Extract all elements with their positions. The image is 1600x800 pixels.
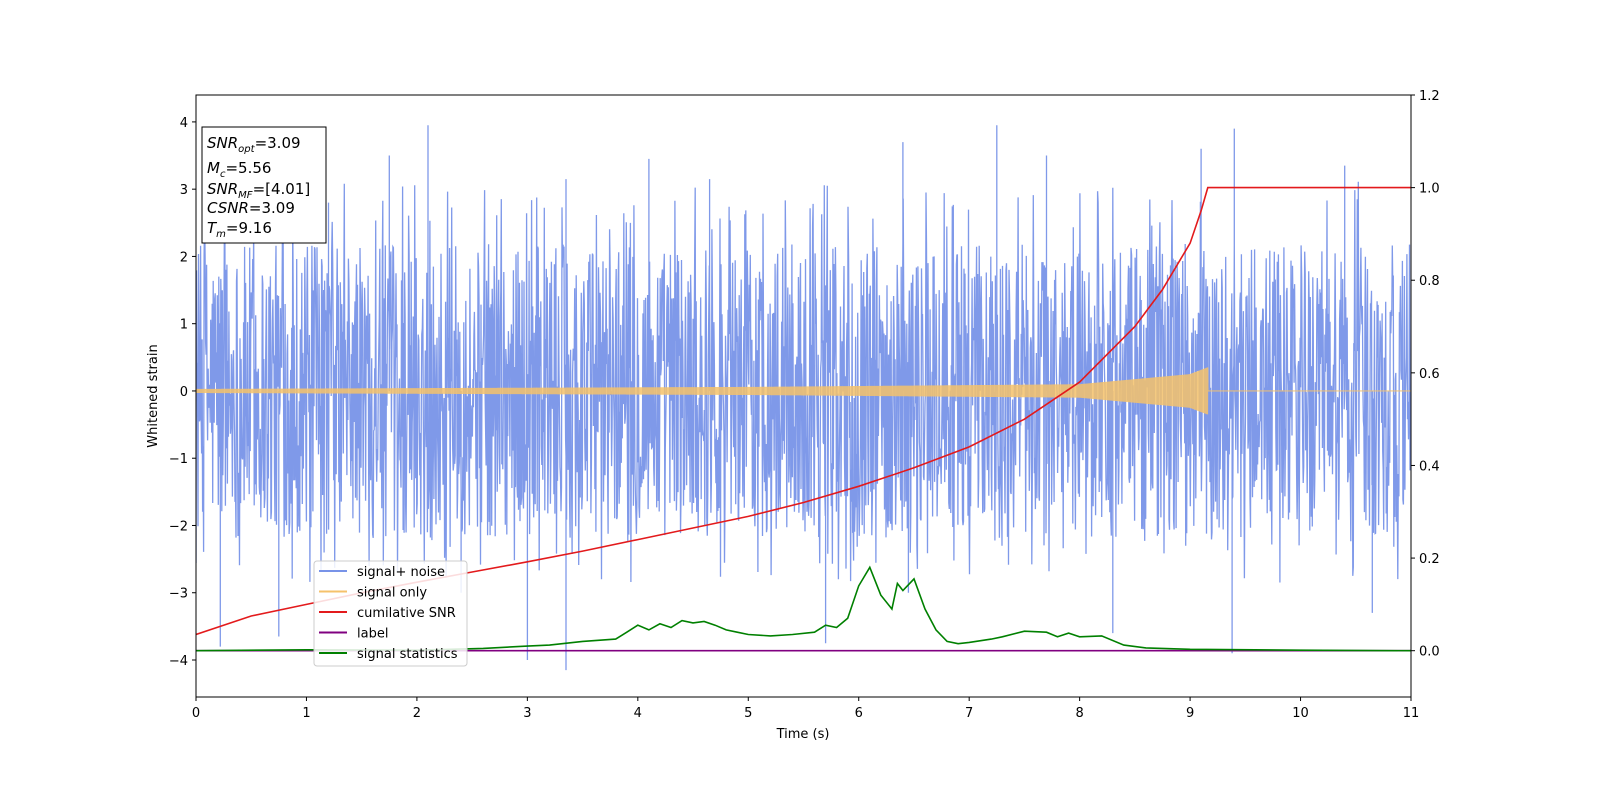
annotation-line: Tm=9.16 [207,219,272,240]
x-tick-label: 0 [192,706,200,721]
x-tick-label: 9 [1186,706,1194,721]
series-signal-only-line [196,367,1411,415]
legend-label: cumilative SNR [357,606,456,621]
axes-frame [195,94,1412,698]
legend-label: label [357,627,388,642]
y2-tick-label: 0.0 [1419,645,1440,660]
annotation-line: SNRMF=[4.01] [207,180,310,201]
y-tick-label: 3 [180,183,188,198]
y2-tick-label: 0.6 [1419,367,1440,382]
y-tick-label: −3 [169,587,188,602]
annotation-line: SNRopt=3.09 [207,134,301,155]
x-tick-label: 2 [413,706,421,721]
y-tick-label: −1 [169,452,188,467]
annotation-box-frame [201,126,327,244]
series-signal-noise-line [196,125,1411,671]
y2-tick-label: 0.2 [1419,552,1440,567]
y-tick-label: −4 [169,654,188,669]
x-tick-label: 8 [1075,706,1083,721]
annotation-line: CSNR=3.09 [207,199,295,217]
y2-tick-label: 1.2 [1419,89,1440,104]
x-tick-label: 6 [855,706,863,721]
x-tick-label: 4 [634,706,642,721]
x-axis-label: Time (s) [776,727,830,742]
y-axis-left: −4 −3 −2 −1 0 1 2 3 4 [169,116,196,669]
y-tick-label: 4 [180,116,188,131]
x-tick-label: 5 [744,706,752,721]
y-axis-right: 0.0 0.2 0.4 0.6 0.8 1.0 1.2 [1411,89,1440,660]
legend-label: signal+ noise [357,565,445,580]
legend-label: signal only [357,586,427,601]
legend-label: signal statistics [357,647,458,662]
x-tick-label: 11 [1403,706,1420,721]
y2-tick-label: 0.8 [1419,274,1440,289]
x-tick-label: 10 [1292,706,1309,721]
y-tick-label: −2 [169,519,188,534]
y2-tick-label: 1.0 [1419,182,1440,197]
x-tick-label: 3 [523,706,531,721]
y-tick-label: 1 [180,318,188,333]
x-tick-label: 7 [965,706,973,721]
y-tick-label: 0 [180,385,188,400]
annotation-line: Mc=5.56 [207,159,271,180]
y-axis-label: Whitened strain [146,344,161,447]
x-tick-label: 1 [302,706,310,721]
y2-tick-label: 0.4 [1419,459,1440,474]
legend: signal+ noise signal only cumilative SNR la… [313,560,468,667]
x-axis: 0 1 2 3 4 5 6 7 8 9 10 11 [192,697,1419,721]
y-tick-label: 2 [180,250,188,265]
series-signal-statistics-line [196,565,1411,652]
legend-frame [313,560,468,667]
